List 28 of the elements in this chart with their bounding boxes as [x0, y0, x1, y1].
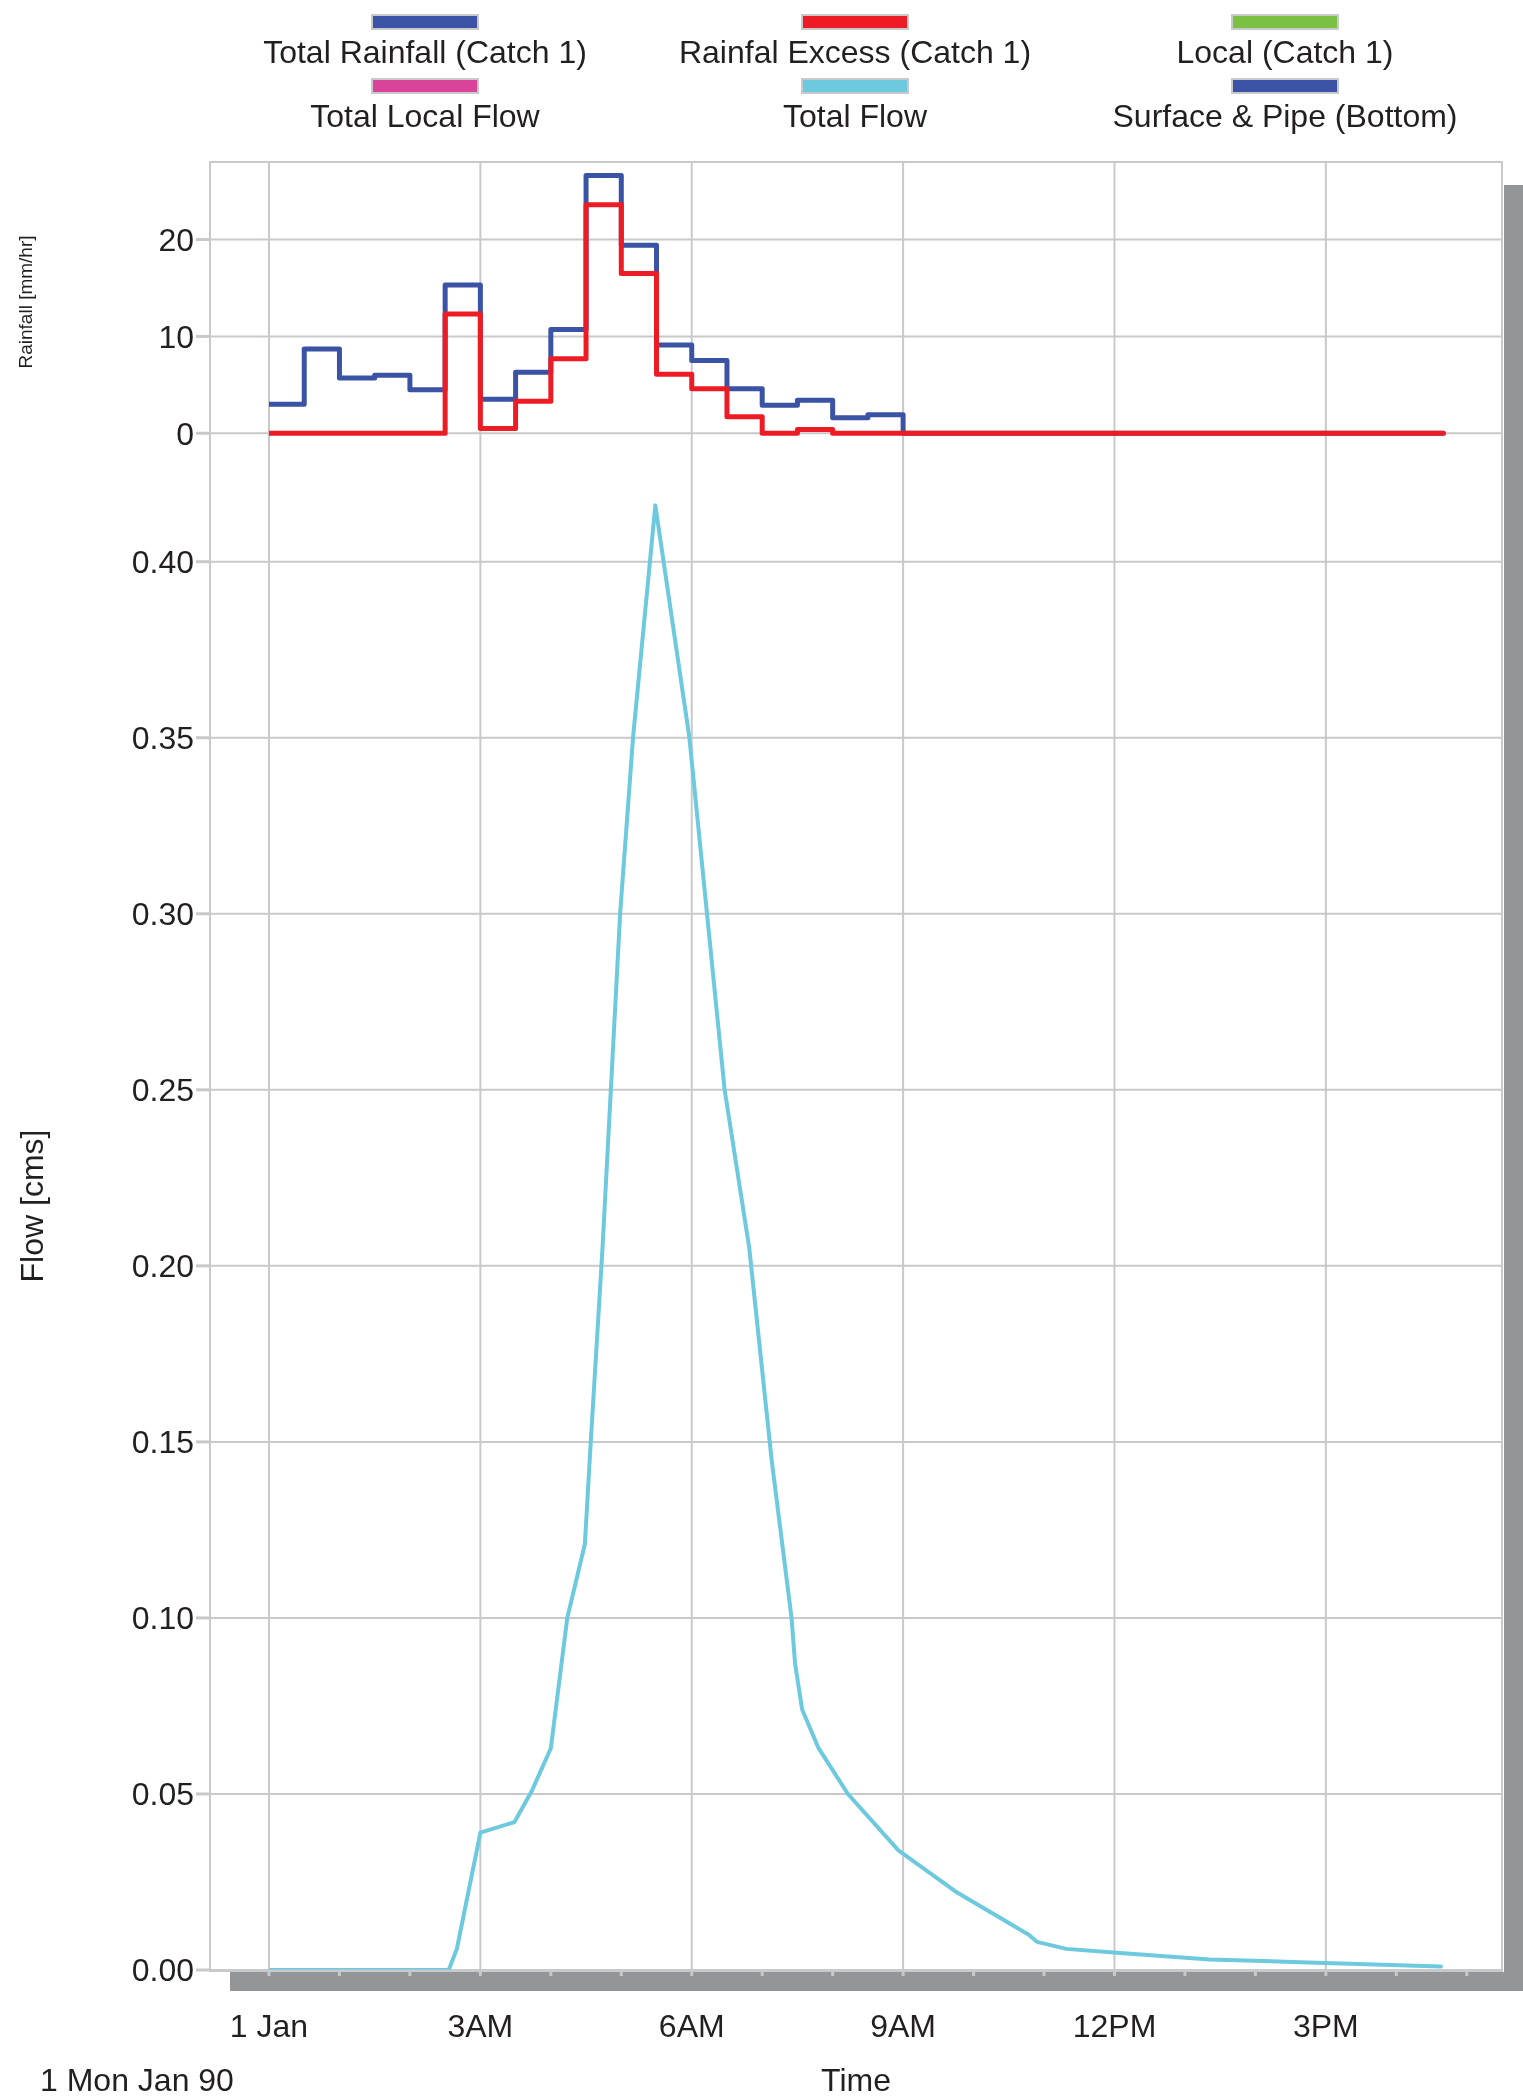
y-tick-label: 0.25 — [131, 1072, 194, 1109]
x-axis-title: Time — [821, 2062, 891, 2099]
y-tick-label: 0.40 — [131, 544, 194, 581]
y-axis-title: Rainfall [mm/hr] — [15, 235, 37, 369]
y-tick-label: 0.00 — [131, 1952, 194, 1989]
legend-label: Total Local Flow — [310, 97, 540, 136]
y-tick-label: 0.30 — [131, 896, 194, 933]
y-tick-label: 0.20 — [131, 1248, 194, 1285]
y-tick-label: 20 — [158, 221, 194, 258]
x-tick-label: 3PM — [1292, 2007, 1359, 2044]
y-tick-label: 0.05 — [131, 1776, 194, 1813]
legend-label: Total Rainfall (Catch 1) — [263, 33, 587, 72]
x-tick-label: 12PM — [1072, 2007, 1157, 2044]
y-axis-title: Flow [cms] — [13, 1129, 51, 1283]
y-tick-label: 0.15 — [131, 1424, 194, 1461]
y-tick-label: 0.10 — [131, 1600, 194, 1637]
legend-label: Surface & Pipe (Bottom) — [1112, 97, 1458, 136]
legend-label: Total Flow — [782, 97, 928, 136]
text: 1 Mon Jan 90 — [40, 2062, 234, 2099]
legend-label: Local (Catch 1) — [1176, 33, 1394, 72]
legend-label: Rainfal Excess (Catch 1) — [678, 33, 1032, 72]
x-tick-label: 3AM — [447, 2007, 514, 2044]
y-tick-label: 10 — [158, 318, 194, 355]
y-tick-label: 0.35 — [131, 720, 194, 757]
x-tick-label: 1 Jan — [229, 2007, 309, 2044]
x-tick-label: 6AM — [658, 2007, 725, 2044]
y-tick-label: 0 — [176, 415, 194, 452]
x-tick-label: 9AM — [870, 2007, 937, 2044]
